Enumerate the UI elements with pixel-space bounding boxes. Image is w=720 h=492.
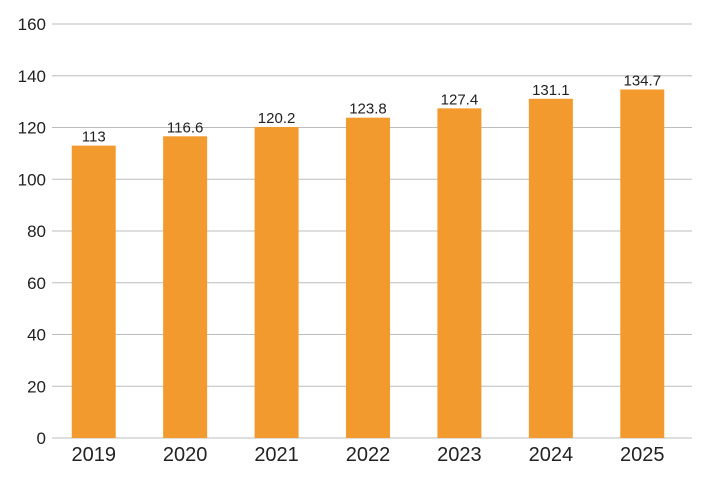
bar: [620, 89, 665, 439]
data-label: 120.2: [258, 110, 296, 127]
data-label: 134.7: [624, 72, 662, 89]
data-labels: 113 116.6 120.2 123.8 127.4 131.1 134.7: [82, 72, 661, 145]
x-axis-ticks: 2019 2020 2021 2022 2023 2024 2025: [71, 444, 664, 466]
y-tick-label: 80: [27, 222, 46, 241]
bar: [346, 117, 390, 438]
data-label: 127.4: [441, 91, 479, 108]
bar: [163, 136, 208, 439]
bar: [254, 126, 299, 439]
bar: [71, 145, 116, 439]
y-tick-label: 0: [37, 429, 46, 448]
x-tick-label: 2019: [71, 444, 116, 466]
y-axis-ticks: 0 20 40 60 80 100 120 140 160: [18, 15, 46, 448]
x-tick-label: 2020: [163, 444, 208, 466]
y-tick-label: 160: [18, 15, 46, 34]
x-tick-label: 2025: [620, 444, 665, 466]
y-tick-label: 120: [18, 119, 46, 138]
y-tick-label: 40: [27, 326, 46, 345]
data-label: 113: [82, 129, 106, 146]
y-tick-label: 20: [27, 377, 46, 396]
x-tick-label: 2022: [346, 444, 391, 466]
y-tick-label: 100: [18, 170, 46, 189]
data-label: 123.8: [349, 101, 387, 118]
x-tick-label: 2023: [437, 444, 482, 466]
bar: [437, 108, 482, 438]
data-label: 116.6: [167, 119, 203, 136]
bars: [71, 89, 665, 439]
y-tick-label: 140: [18, 67, 46, 86]
y-tick-label: 60: [27, 274, 46, 293]
bar: [528, 98, 573, 438]
x-tick-label: 2021: [254, 444, 299, 466]
x-tick-label: 2024: [529, 444, 574, 466]
data-label: 131.1: [532, 82, 570, 99]
